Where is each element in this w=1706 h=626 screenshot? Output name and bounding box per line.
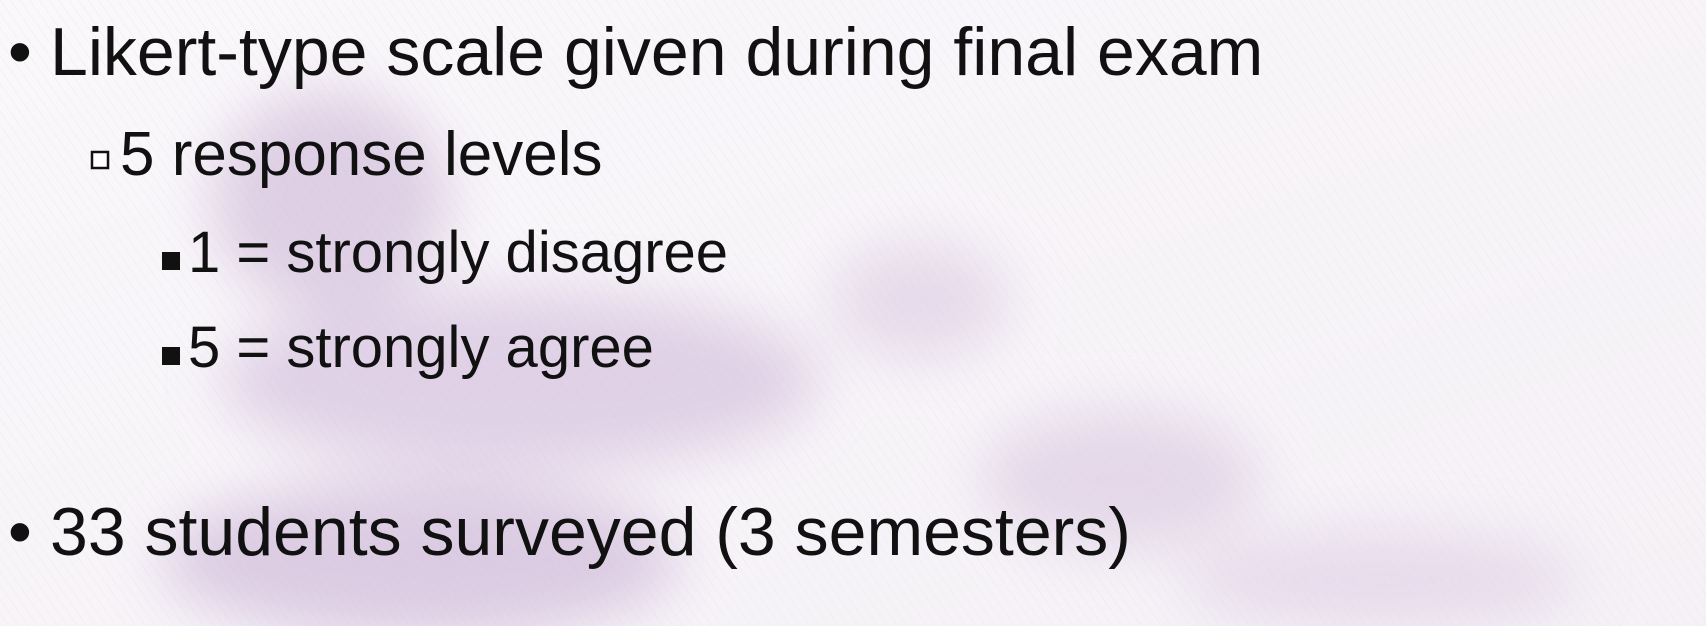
bullet-marker: •: [8, 14, 32, 90]
bullet-text: 5 response levels: [120, 120, 603, 189]
bullet-marker: •: [8, 494, 32, 570]
slide: • Likert-type scale given during final e…: [0, 0, 1706, 626]
bullet-text: 5 = strongly agree: [188, 315, 654, 380]
bullet-marker: [162, 347, 180, 365]
page: • Likert-type scale given during final e…: [0, 0, 1706, 626]
bullet-marker: [162, 252, 180, 270]
bullet-marker: [92, 152, 108, 168]
bullet-text: 1 = strongly disagree: [188, 220, 728, 285]
bullet-text: Likert-type scale given during final exa…: [50, 14, 1263, 90]
bullet-text: 33 students surveyed (3 semesters): [50, 494, 1131, 570]
